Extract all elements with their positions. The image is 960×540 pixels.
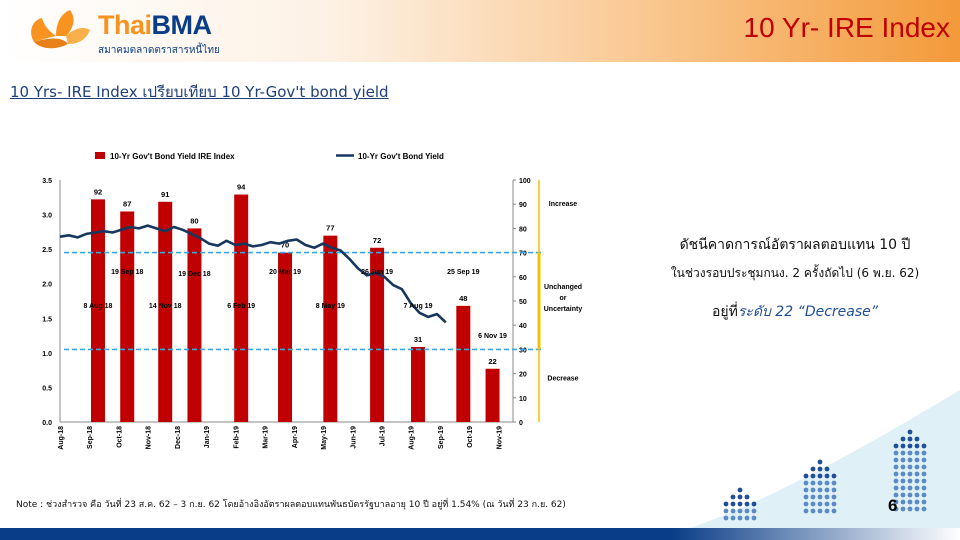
zone-label-increase: Increase (549, 201, 578, 208)
x-tick-label: Jul-19 (379, 426, 386, 446)
bar-date-label: 19 Sep 18 (111, 269, 143, 276)
bar-value-label: 91 (161, 190, 169, 199)
wave-shape (690, 390, 960, 528)
y-right-tick-label: 70 (519, 251, 527, 258)
bar-date-label: 26 Jun 19 (361, 269, 393, 276)
zone-label-decrease: Decrease (547, 375, 578, 382)
lotus-logo-icon (31, 10, 90, 49)
y-left-tick-label: 0.0 (42, 420, 52, 427)
y-right-tick-label: 90 (519, 202, 527, 209)
bar-value-label: 70 (281, 241, 289, 250)
bar-value-label: 31 (414, 335, 422, 344)
x-tick-label: Sep-18 (87, 426, 94, 449)
ire-bar (158, 201, 173, 422)
page-number: 6 (888, 496, 898, 515)
bar-date-label: 8 May 19 (316, 303, 345, 310)
zone-label-unchanged: Uncertainty (544, 306, 583, 313)
bar-date-label: 6 Feb 19 (227, 303, 255, 310)
ire-index-chart: 10-Yr Gov't Bond Yield IRE Index 10-Yr Go… (42, 152, 583, 450)
x-tick-label: Nov-18 (146, 426, 153, 449)
bottom-bar (0, 528, 960, 540)
y-right-tick-label: 50 (519, 299, 527, 306)
ire-bar (456, 305, 471, 422)
zone-label-unchanged: or (560, 295, 567, 302)
x-tick-label: Dec-18 (175, 426, 182, 449)
y-left-tick-label: 3.5 (42, 178, 52, 185)
summary-box: ดัชนีคาดการณ์อัตราผลตอบแทน 10 ปี ในช่วงร… (640, 234, 950, 323)
y-left-tick-label: 0.5 (42, 385, 52, 392)
logo-subtitle: สมาคมตลาดตราสารหนี้ไทย (98, 45, 220, 56)
bar-value-label: 87 (123, 199, 131, 208)
x-tick-label: Apr-19 (292, 426, 299, 448)
ire-bar (485, 368, 500, 422)
bar-date-label: 6 Nov 19 (478, 333, 507, 340)
x-tick-label: Aug-19 (409, 426, 416, 450)
bar-date-label: 20 Mar 19 (269, 269, 301, 276)
bar-date-label: 7 Aug 19 (404, 303, 433, 310)
ire-bar (90, 199, 105, 422)
summary-line-3: อยู่ที่ระดับ 22 “Decrease” (711, 304, 879, 320)
y-left-tick-label: 2.0 (42, 282, 52, 289)
bar-date-label: 8 Aug 18 (84, 303, 113, 310)
legend-bar-label: 10-Yr Gov't Bond Yield IRE Index (110, 152, 235, 161)
x-tick-label: Nov-19 (496, 426, 503, 449)
y-left-tick-label: 2.5 (42, 247, 52, 254)
ire-bar (234, 194, 249, 422)
bar-date-label: 25 Sep 19 (447, 269, 479, 276)
ire-bar (187, 228, 202, 422)
bar-value-label: 22 (488, 357, 496, 366)
y-right-tick-label: 0 (519, 420, 523, 427)
dotted-arrow-2 (803, 459, 837, 514)
page-title: 10 Yr- IRE Index (743, 12, 950, 43)
ire-bar (120, 211, 135, 422)
x-tick-label: May-19 (321, 426, 328, 450)
summary-line-1: ดัชนีคาดการณ์อัตราผลตอบแทน 10 ปี (679, 237, 911, 253)
gov-bond-yield-line (59, 224, 447, 324)
zone-label-unchanged: Unchanged (544, 284, 582, 291)
y-left-tick-label: 1.5 (42, 316, 52, 323)
dotted-arrows-decoration (690, 390, 960, 528)
y-right-tick-label: 30 (519, 347, 527, 354)
y-right-tick-label: 10 (519, 396, 527, 403)
x-tick-label: Mar-19 (263, 426, 270, 449)
bar-value-label: 48 (459, 294, 467, 303)
x-tick-label: Jan-19 (204, 426, 211, 448)
ire-bar (278, 252, 293, 422)
y-right-tick-label: 20 (519, 372, 527, 379)
y-right-tick-label: 40 (519, 323, 527, 330)
legend-line-label: 10-Yr Gov't Bond Yield (358, 152, 444, 161)
bar-value-label: 72 (373, 236, 381, 245)
logo-wordmark: ThaiBMA (98, 10, 212, 40)
x-tick-label: Aug-18 (58, 426, 65, 450)
dotted-arrow-3 (893, 429, 927, 512)
bar-value-label: 92 (94, 187, 102, 196)
x-tick-label: Oct-18 (116, 426, 123, 448)
y-left-tick-label: 3.0 (42, 213, 52, 220)
thaibma-logo: ThaiBMA สมาคมตลาดตราสารหนี้ไทย (26, 8, 266, 58)
slide-subtitle: 10 Yrs- IRE Index เปรียบเทียบ 10 Yr-Gov'… (10, 83, 389, 101)
bar-value-label: 77 (326, 224, 334, 233)
ire-bar (411, 346, 426, 422)
header-banner: ThaiBMA สมาคมตลาดตราสารหนี้ไทย 10 Yr- IR… (0, 0, 960, 62)
x-tick-label: Jun-19 (350, 426, 357, 449)
ire-bar (370, 247, 385, 422)
bar-date-label: 14 Nov 18 (149, 303, 182, 310)
x-tick-label: Oct-19 (467, 426, 474, 448)
legend-bar-swatch (95, 152, 105, 159)
x-tick-label: Feb-19 (233, 426, 240, 449)
footnote: Note : ช่วงสำรวจ คือ วันที่ 23 ส.ค. 62 –… (16, 500, 566, 510)
bar-value-label: 94 (237, 183, 246, 192)
summary-highlight: ระดับ 22 “Decrease” (737, 304, 879, 320)
x-tick-label: Sep-19 (438, 426, 445, 449)
y-left-tick-label: 1.0 (42, 351, 52, 358)
bar-date-label: 19 Dec 18 (178, 271, 210, 278)
dotted-arrow-1 (723, 487, 757, 521)
bar-value-label: 80 (190, 216, 198, 225)
y-right-tick-label: 60 (519, 275, 527, 282)
summary-line-2: ในช่วงรอบประชุมกนง. 2 ครั้งถัดไป (6 พ.ย.… (670, 266, 920, 280)
y-right-tick-label: 80 (519, 226, 527, 233)
ire-bar (323, 235, 338, 422)
y-right-tick-label: 100 (519, 178, 531, 185)
